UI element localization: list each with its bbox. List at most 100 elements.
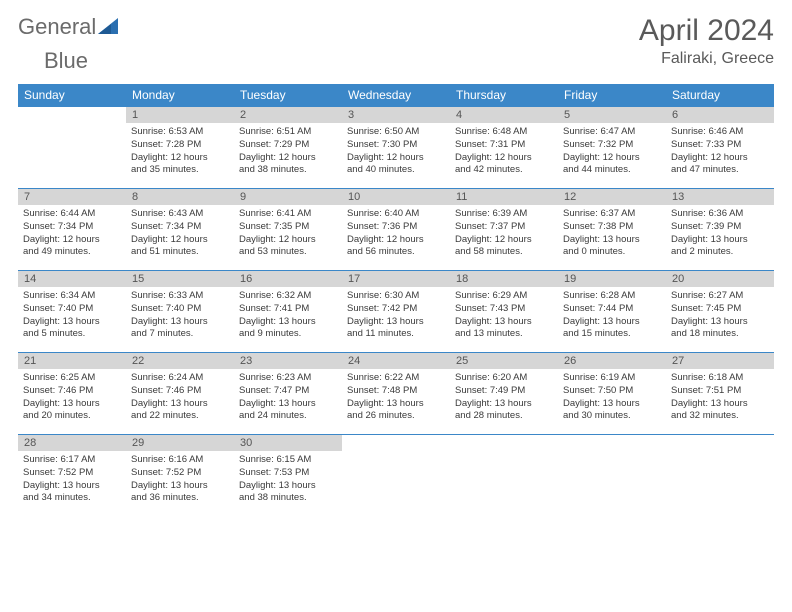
day-line-d2: and 7 minutes. xyxy=(131,328,229,341)
day-line-sr: Sunrise: 6:15 AM xyxy=(239,454,337,467)
calendar-cell: 24Sunrise: 6:22 AMSunset: 7:48 PMDayligh… xyxy=(342,353,450,435)
weekday-header: Tuesday xyxy=(234,84,342,107)
day-line-d2: and 18 minutes. xyxy=(671,328,769,341)
calendar-cell: 9Sunrise: 6:41 AMSunset: 7:35 PMDaylight… xyxy=(234,189,342,271)
day-line-d1: Daylight: 13 hours xyxy=(347,316,445,329)
day-line-sr: Sunrise: 6:32 AM xyxy=(239,290,337,303)
day-details: Sunrise: 6:53 AMSunset: 7:28 PMDaylight:… xyxy=(126,123,234,181)
day-line-d1: Daylight: 12 hours xyxy=(131,234,229,247)
day-line-d1: Daylight: 13 hours xyxy=(23,316,121,329)
day-line-ss: Sunset: 7:53 PM xyxy=(239,467,337,480)
calendar-cell: 4Sunrise: 6:48 AMSunset: 7:31 PMDaylight… xyxy=(450,107,558,189)
day-line-d1: Daylight: 13 hours xyxy=(131,398,229,411)
day-line-ss: Sunset: 7:48 PM xyxy=(347,385,445,398)
day-line-sr: Sunrise: 6:48 AM xyxy=(455,126,553,139)
day-details: Sunrise: 6:17 AMSunset: 7:52 PMDaylight:… xyxy=(18,451,126,509)
day-number: 4 xyxy=(450,107,558,123)
day-line-ss: Sunset: 7:30 PM xyxy=(347,139,445,152)
weekday-header: Monday xyxy=(126,84,234,107)
calendar-cell: 21Sunrise: 6:25 AMSunset: 7:46 PMDayligh… xyxy=(18,353,126,435)
day-line-d2: and 32 minutes. xyxy=(671,410,769,423)
day-line-d1: Daylight: 13 hours xyxy=(131,480,229,493)
day-line-sr: Sunrise: 6:28 AM xyxy=(563,290,661,303)
day-line-d2: and 53 minutes. xyxy=(239,246,337,259)
day-line-d1: Daylight: 13 hours xyxy=(23,398,121,411)
day-number: 15 xyxy=(126,271,234,287)
calendar-cell: 15Sunrise: 6:33 AMSunset: 7:40 PMDayligh… xyxy=(126,271,234,353)
calendar-cell: 1Sunrise: 6:53 AMSunset: 7:28 PMDaylight… xyxy=(126,107,234,189)
calendar-cell: 22Sunrise: 6:24 AMSunset: 7:46 PMDayligh… xyxy=(126,353,234,435)
day-number: 23 xyxy=(234,353,342,369)
day-line-d1: Daylight: 13 hours xyxy=(23,480,121,493)
weekday-header: Wednesday xyxy=(342,84,450,107)
day-details: Sunrise: 6:37 AMSunset: 7:38 PMDaylight:… xyxy=(558,205,666,263)
day-number: 8 xyxy=(126,189,234,205)
day-line-d1: Daylight: 13 hours xyxy=(563,316,661,329)
calendar-cell: 30Sunrise: 6:15 AMSunset: 7:53 PMDayligh… xyxy=(234,435,342,517)
day-line-ss: Sunset: 7:44 PM xyxy=(563,303,661,316)
day-line-d1: Daylight: 12 hours xyxy=(23,234,121,247)
day-number: 12 xyxy=(558,189,666,205)
day-details: Sunrise: 6:40 AMSunset: 7:36 PMDaylight:… xyxy=(342,205,450,263)
brand-word-1: General xyxy=(18,14,96,40)
calendar-cell: 20Sunrise: 6:27 AMSunset: 7:45 PMDayligh… xyxy=(666,271,774,353)
weekday-header: Saturday xyxy=(666,84,774,107)
day-details: Sunrise: 6:51 AMSunset: 7:29 PMDaylight:… xyxy=(234,123,342,181)
day-line-d1: Daylight: 12 hours xyxy=(347,234,445,247)
day-line-d1: Daylight: 13 hours xyxy=(347,398,445,411)
day-details: Sunrise: 6:46 AMSunset: 7:33 PMDaylight:… xyxy=(666,123,774,181)
day-details: Sunrise: 6:19 AMSunset: 7:50 PMDaylight:… xyxy=(558,369,666,427)
page: General April 2024 Faliraki, Greece Blue… xyxy=(0,0,792,525)
day-line-d2: and 5 minutes. xyxy=(23,328,121,341)
day-line-d1: Daylight: 13 hours xyxy=(239,480,337,493)
calendar-cell: 25Sunrise: 6:20 AMSunset: 7:49 PMDayligh… xyxy=(450,353,558,435)
day-number: 10 xyxy=(342,189,450,205)
day-line-d2: and 38 minutes. xyxy=(239,492,337,505)
day-line-sr: Sunrise: 6:39 AM xyxy=(455,208,553,221)
calendar-body: 1Sunrise: 6:53 AMSunset: 7:28 PMDaylight… xyxy=(18,107,774,517)
day-details: Sunrise: 6:44 AMSunset: 7:34 PMDaylight:… xyxy=(18,205,126,263)
day-line-ss: Sunset: 7:37 PM xyxy=(455,221,553,234)
day-line-d2: and 2 minutes. xyxy=(671,246,769,259)
day-number: 14 xyxy=(18,271,126,287)
day-line-sr: Sunrise: 6:53 AM xyxy=(131,126,229,139)
calendar-cell: 3Sunrise: 6:50 AMSunset: 7:30 PMDaylight… xyxy=(342,107,450,189)
day-details: Sunrise: 6:18 AMSunset: 7:51 PMDaylight:… xyxy=(666,369,774,427)
day-number: 13 xyxy=(666,189,774,205)
calendar-head: Sunday Monday Tuesday Wednesday Thursday… xyxy=(18,84,774,107)
day-line-ss: Sunset: 7:39 PM xyxy=(671,221,769,234)
day-line-d2: and 11 minutes. xyxy=(347,328,445,341)
day-line-ss: Sunset: 7:34 PM xyxy=(23,221,121,234)
calendar-cell: 14Sunrise: 6:34 AMSunset: 7:40 PMDayligh… xyxy=(18,271,126,353)
day-line-d1: Daylight: 13 hours xyxy=(671,398,769,411)
day-line-ss: Sunset: 7:51 PM xyxy=(671,385,769,398)
day-number: 29 xyxy=(126,435,234,451)
day-line-d2: and 51 minutes. xyxy=(131,246,229,259)
brand-logo: General xyxy=(18,14,118,40)
day-line-sr: Sunrise: 6:18 AM xyxy=(671,372,769,385)
day-details: Sunrise: 6:16 AMSunset: 7:52 PMDaylight:… xyxy=(126,451,234,509)
calendar-cell: 23Sunrise: 6:23 AMSunset: 7:47 PMDayligh… xyxy=(234,353,342,435)
day-line-sr: Sunrise: 6:16 AM xyxy=(131,454,229,467)
weekday-header: Sunday xyxy=(18,84,126,107)
calendar-row: 7Sunrise: 6:44 AMSunset: 7:34 PMDaylight… xyxy=(18,189,774,271)
calendar-cell: 7Sunrise: 6:44 AMSunset: 7:34 PMDaylight… xyxy=(18,189,126,271)
day-line-sr: Sunrise: 6:22 AM xyxy=(347,372,445,385)
title-block: April 2024 Faliraki, Greece xyxy=(639,14,774,68)
day-line-ss: Sunset: 7:31 PM xyxy=(455,139,553,152)
day-line-sr: Sunrise: 6:29 AM xyxy=(455,290,553,303)
day-line-ss: Sunset: 7:32 PM xyxy=(563,139,661,152)
day-details: Sunrise: 6:28 AMSunset: 7:44 PMDaylight:… xyxy=(558,287,666,345)
day-line-d2: and 0 minutes. xyxy=(563,246,661,259)
calendar-cell: 17Sunrise: 6:30 AMSunset: 7:42 PMDayligh… xyxy=(342,271,450,353)
day-line-sr: Sunrise: 6:19 AM xyxy=(563,372,661,385)
day-number: 9 xyxy=(234,189,342,205)
brand-triangle-icon xyxy=(98,14,118,40)
day-line-ss: Sunset: 7:43 PM xyxy=(455,303,553,316)
day-details: Sunrise: 6:30 AMSunset: 7:42 PMDaylight:… xyxy=(342,287,450,345)
day-line-d2: and 28 minutes. xyxy=(455,410,553,423)
day-line-d1: Daylight: 12 hours xyxy=(563,152,661,165)
day-number: 1 xyxy=(126,107,234,123)
day-line-d1: Daylight: 13 hours xyxy=(455,316,553,329)
day-line-sr: Sunrise: 6:27 AM xyxy=(671,290,769,303)
